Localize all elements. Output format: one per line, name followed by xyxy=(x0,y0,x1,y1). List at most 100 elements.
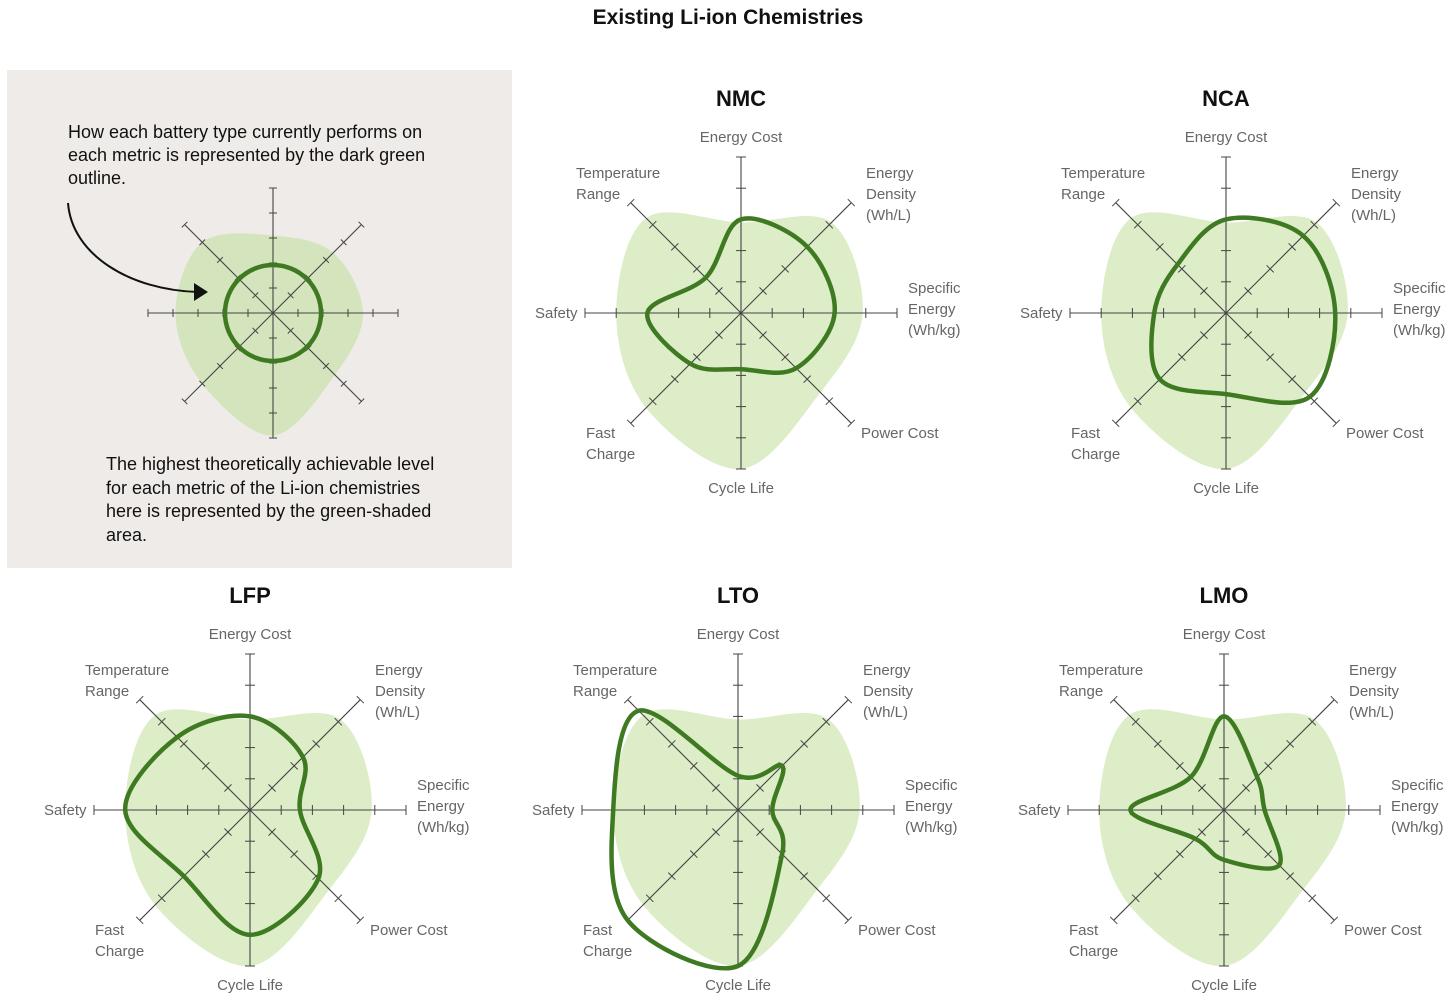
axis-tick xyxy=(825,397,834,406)
axis-line xyxy=(139,809,251,921)
axis-label: Power Cost xyxy=(1344,922,1422,939)
axis-line xyxy=(627,699,739,811)
axis-tick xyxy=(1198,828,1206,836)
axis-label: Energy Density (Wh/L) xyxy=(866,165,917,224)
axis-tick xyxy=(1111,198,1120,207)
axis-tick xyxy=(181,398,188,405)
axis-line xyxy=(1113,699,1225,811)
axis-label: Specific Energy (Wh/kg) xyxy=(417,777,470,836)
axis-tick xyxy=(1286,872,1295,881)
chart-title: LFP xyxy=(229,583,271,608)
axis-tick xyxy=(1332,198,1341,207)
axis-tick xyxy=(356,695,365,704)
axis-label: Energy Density (Wh/L) xyxy=(1351,165,1402,224)
axis-tick xyxy=(822,894,831,903)
axis-tick xyxy=(712,828,720,836)
axis-line xyxy=(272,224,362,314)
axis-tick xyxy=(1200,287,1208,295)
axis-tick xyxy=(756,784,764,792)
axis-line xyxy=(1223,699,1335,811)
axis-tick xyxy=(800,739,809,748)
axis-label: Fast Charge xyxy=(1071,425,1120,463)
axis-label: Cycle Life xyxy=(708,480,774,497)
axis-tick xyxy=(1153,739,1162,748)
legend-area-note: The highest theoretically achievable lev… xyxy=(106,454,435,545)
axis-line xyxy=(630,312,742,424)
axis-label: Energy Cost xyxy=(1183,626,1266,643)
axis-tick xyxy=(645,894,654,903)
axis-tick xyxy=(135,695,144,704)
axis-tick xyxy=(645,717,654,726)
axis-tick xyxy=(340,239,347,246)
radar-charts: NMC Energy Cost Energy Density (Wh/L) Specifi… xyxy=(44,86,1446,994)
axis-label: Fast Charge xyxy=(583,922,632,960)
axis-tick xyxy=(1288,375,1297,384)
axis-tick xyxy=(847,419,856,428)
potential-area xyxy=(613,709,860,967)
axis-tick xyxy=(1308,717,1317,726)
axis-label: Energy Cost xyxy=(209,626,292,643)
axis-line xyxy=(737,809,849,921)
legend-arrow-icon xyxy=(67,202,199,293)
axis-tick xyxy=(216,362,224,370)
axis-label: Fast Charge xyxy=(1069,922,1118,960)
axis-tick xyxy=(252,292,259,299)
axis-tick xyxy=(1133,220,1142,229)
axis-label: Safety xyxy=(532,802,575,819)
axis-line xyxy=(1225,312,1337,424)
axis-tick xyxy=(1177,353,1186,362)
axis-tick xyxy=(1266,353,1275,362)
axis-tick xyxy=(1242,784,1250,792)
axis-label: Energy Density (Wh/L) xyxy=(1349,662,1400,721)
axis-tick xyxy=(1332,419,1341,428)
axis-line xyxy=(1225,202,1337,314)
axis-tick xyxy=(1288,242,1297,251)
axis-line xyxy=(1115,202,1227,314)
axis-tick xyxy=(1175,761,1184,770)
axis-line xyxy=(272,312,362,402)
axis-tick xyxy=(287,327,294,334)
axis-label: Temperature Range xyxy=(1059,662,1143,700)
axis-tick xyxy=(689,850,698,859)
axis-tick xyxy=(689,761,698,770)
axis-tick xyxy=(670,375,679,384)
current-outline xyxy=(645,216,837,376)
axis-label: Specific Energy (Wh/kg) xyxy=(1391,777,1444,836)
axis-tick xyxy=(268,828,276,836)
axis-label: Safety xyxy=(535,305,578,322)
axis-tick xyxy=(1133,397,1142,406)
axis-tick xyxy=(1131,717,1140,726)
axis-tick xyxy=(1244,331,1252,339)
axis-tick xyxy=(825,220,834,229)
axis-label: Safety xyxy=(1018,802,1061,819)
axis-tick xyxy=(715,331,723,339)
axis-tick xyxy=(216,256,224,264)
axis-tick xyxy=(135,916,144,925)
axis-tick xyxy=(179,739,188,748)
axis-line xyxy=(184,224,274,314)
axis-tick xyxy=(692,353,701,362)
axis-tick xyxy=(224,784,232,792)
axis-tick xyxy=(844,916,853,925)
potential-area xyxy=(125,709,372,967)
axis-label: Power Cost xyxy=(1346,425,1424,442)
radar-chart-nca: NCA Energy Cost Energy Density (Wh/L) Specifi… xyxy=(1020,86,1446,497)
axis-tick xyxy=(715,287,723,295)
potential-area xyxy=(1099,709,1346,967)
chart-title: NCA xyxy=(1202,86,1250,111)
axis-tick xyxy=(623,695,632,704)
radar-chart-lfp: LFP Energy Cost Energy Density (Wh/L) Specifi… xyxy=(44,583,470,994)
chart-title: NMC xyxy=(716,86,766,111)
axis-line xyxy=(249,699,361,811)
axis-tick xyxy=(648,397,657,406)
axis-tick xyxy=(312,739,321,748)
axis-tick xyxy=(667,739,676,748)
axis-tick xyxy=(1155,242,1164,251)
axis-tick xyxy=(1286,739,1295,748)
axis-tick xyxy=(157,717,166,726)
axis-tick xyxy=(847,198,856,207)
axis-tick xyxy=(358,398,365,405)
axis-label: Cycle Life xyxy=(1191,977,1257,994)
axis-label: Energy Density (Wh/L) xyxy=(863,662,914,721)
